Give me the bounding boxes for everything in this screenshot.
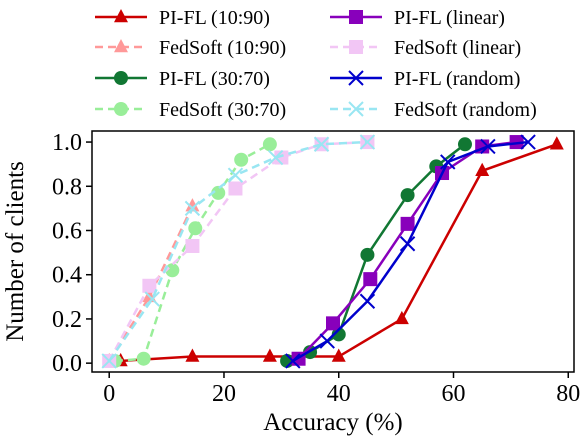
legend-item: FedSoft (random): [330, 99, 537, 121]
legend-label: FedSoft (30:70): [159, 99, 286, 121]
data-point: [475, 162, 490, 177]
legend-label: FedSoft (random): [394, 99, 537, 121]
data-point: [101, 353, 117, 369]
legend-marker: [348, 70, 364, 86]
data-point: [457, 137, 472, 152]
legend-label: PI-FL (10:90): [159, 7, 270, 29]
legend-label: FedSoft (10:90): [159, 37, 286, 59]
x-tick-label: 80: [556, 381, 580, 407]
y-tick-label: 0.6: [52, 218, 82, 244]
data-point: [188, 221, 203, 236]
x-tick-label: 60: [442, 381, 466, 407]
legend-marker: [349, 40, 363, 54]
plot-frame: [91, 130, 575, 373]
legend-item: PI-FL (10:90): [95, 7, 270, 29]
data-point: [326, 316, 340, 331]
legend-marker: [114, 102, 128, 116]
legend-item: FedSoft (30:70): [95, 99, 286, 121]
data-point: [285, 353, 301, 369]
legend-label: PI-FL (30:70): [159, 68, 270, 90]
data-point: [136, 351, 151, 366]
x-tick-label: 0: [103, 381, 115, 407]
data-point: [267, 149, 284, 166]
data-point: [520, 134, 536, 150]
legend: PI-FL (10:90) FedSoft (10:90) PI-FL (30:70…: [95, 7, 537, 121]
y-tick-label: 0.0: [52, 351, 82, 377]
series-6: [285, 134, 536, 369]
data-point: [400, 216, 415, 231]
legend-item: FedSoft (linear): [330, 37, 521, 59]
legend-item: PI-FL (random): [330, 68, 520, 90]
y-tick-label: 1.0: [52, 130, 82, 156]
data-point: [313, 136, 330, 152]
data-point: [360, 247, 375, 262]
series-7: [101, 134, 376, 369]
data-point: [142, 278, 157, 293]
data-point: [262, 137, 277, 152]
data-point: [331, 348, 346, 362]
data-point: [185, 198, 200, 212]
legend-marker: [348, 101, 364, 117]
x-tick-label: 20: [212, 381, 236, 407]
x-axis-title: Accuracy (%): [263, 409, 403, 436]
data-point: [549, 136, 564, 150]
legend-marker: [114, 8, 128, 23]
data-point: [319, 333, 335, 349]
legend-marker: [349, 10, 363, 24]
y-axis-ticks: 0.0 0.2 0.4 0.6 0.8 1.0: [52, 130, 92, 377]
x-tick-label: 40: [327, 381, 351, 407]
data-point: [262, 348, 277, 362]
legend-item: PI-FL (30:70): [95, 68, 270, 90]
legend-item: PI-FL (linear): [330, 7, 505, 29]
y-axis-title: Number of clients: [2, 161, 29, 342]
data-point: [211, 185, 226, 200]
x-axis-ticks: 0 20 40 60 80: [103, 372, 580, 407]
legend-marker: [114, 71, 128, 85]
data-point: [359, 134, 376, 150]
data-point: [331, 327, 346, 342]
data-point: [399, 236, 416, 252]
data-point: [185, 238, 200, 253]
series-layer: [101, 134, 564, 369]
data-point: [234, 152, 249, 167]
plot-area: 0 20 40 60 80 0.0 0.2 0.4 0.6 0.8 1.0: [52, 130, 580, 407]
data-point: [184, 200, 201, 217]
y-tick-label: 0.2: [52, 307, 82, 333]
data-point: [165, 263, 180, 278]
data-point: [480, 138, 496, 155]
legend-label: PI-FL (random): [394, 68, 520, 90]
data-point: [227, 167, 244, 183]
y-tick-label: 0.4: [52, 263, 82, 289]
data-point: [400, 188, 415, 203]
data-point: [228, 181, 243, 196]
legend-item: FedSoft (10:90): [95, 37, 286, 59]
data-point: [363, 272, 378, 287]
data-point: [359, 293, 376, 309]
data-point: [440, 154, 456, 170]
legend-label: PI-FL (linear): [394, 7, 505, 29]
data-point: [185, 348, 200, 362]
legend-label: FedSoft (linear): [394, 37, 521, 59]
y-tick-label: 0.8: [52, 174, 82, 200]
data-point: [509, 135, 524, 150]
data-point: [394, 310, 409, 325]
legend-marker: [114, 38, 128, 53]
data-point: [144, 291, 160, 307]
